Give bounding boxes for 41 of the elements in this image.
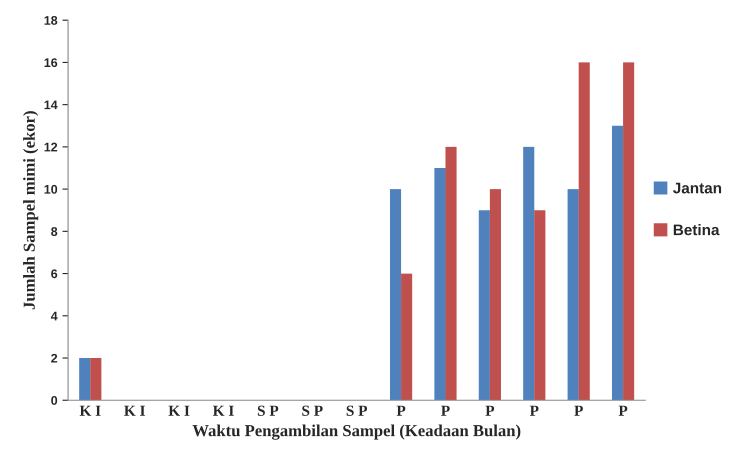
y-axis-title: Jumlah Sampel mimi (ekor) — [23, 111, 38, 310]
y-tick-label: 10 — [44, 184, 58, 194]
bar — [523, 146, 534, 400]
y-tick-label: 0 — [51, 396, 58, 405]
x-tick-label: K I — [124, 406, 145, 416]
bar — [612, 126, 624, 400]
bar — [623, 62, 634, 400]
bar — [390, 189, 402, 400]
y-tick-label: 12 — [44, 142, 58, 152]
x-tick-label: P — [530, 406, 539, 416]
x-tick-label: S P — [302, 406, 323, 416]
bar — [534, 210, 546, 400]
x-tick-label: K I — [212, 406, 234, 416]
bar — [90, 358, 102, 400]
x-tick-label: P — [485, 406, 494, 416]
x-tick-label: P — [618, 406, 628, 416]
y-tick-label: 18 — [44, 16, 58, 25]
y-tick-label: 16 — [44, 58, 58, 68]
bar — [568, 189, 579, 400]
legend-label: Betina — [674, 224, 720, 236]
x-tick-label: S P — [346, 406, 368, 416]
y-tick-label: 2 — [51, 354, 58, 363]
y-tick-label: 4 — [50, 312, 58, 320]
x-tick-label: K I — [80, 406, 101, 416]
bar — [434, 168, 446, 400]
x-axis-title: Waktu Pengambilan Sampel (Keadaan Bulan) — [192, 424, 520, 440]
bar — [79, 358, 90, 400]
x-tick-label: S P — [258, 406, 278, 416]
bar — [478, 210, 490, 400]
y-tick-label: 8 — [51, 227, 58, 236]
x-tick-label: P — [574, 406, 583, 416]
x-tick-label: P — [441, 406, 450, 416]
bar — [401, 274, 412, 400]
bar — [445, 146, 457, 400]
legend-label: Jantan — [673, 182, 722, 194]
x-tick-label: P — [396, 406, 406, 416]
bar — [490, 189, 501, 400]
bar — [578, 62, 590, 400]
y-tick-label: 6 — [51, 269, 58, 278]
y-tick-label: 14 — [44, 100, 58, 110]
x-tick-label: K I — [168, 406, 190, 416]
